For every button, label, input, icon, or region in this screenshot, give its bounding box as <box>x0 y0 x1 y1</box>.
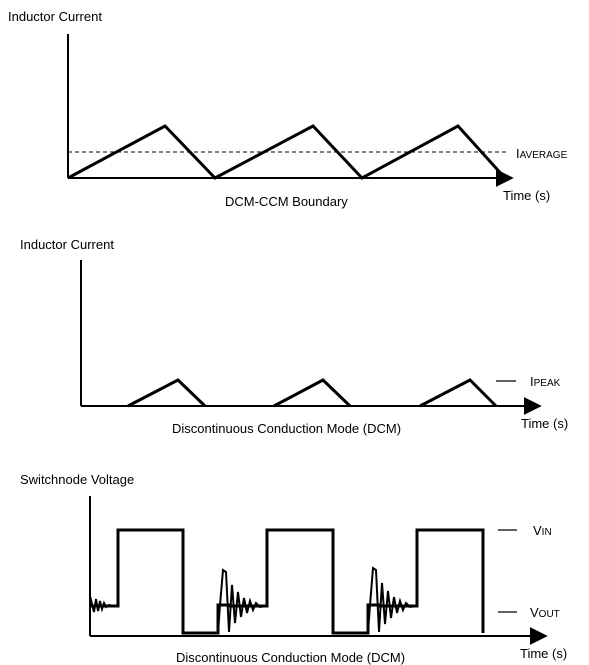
middle-x-axis-label: Time (s) <box>521 416 568 431</box>
bottom-y-axis-label: Switchnode Voltage <box>20 472 134 487</box>
middle-current-pulse-3 <box>419 378 498 408</box>
bottom-x-axis-label: Time (s) <box>520 646 567 661</box>
bottom-switchnode-waveform <box>90 528 485 635</box>
top-average-level-label: IAVERAGE <box>516 146 568 161</box>
middle-peak-label: IPEAK <box>530 374 561 389</box>
panel-dcm-ccm-boundary: Inductor Current IAVERAGE DCM-CCM Bounda… <box>8 9 568 209</box>
middle-y-axis-label: Inductor Current <box>20 237 114 252</box>
middle-current-pulse-2 <box>273 378 352 408</box>
bottom-ringing-3 <box>367 566 418 634</box>
top-caption: DCM-CCM Boundary <box>225 194 348 209</box>
bottom-vout-label: VOUT <box>530 605 560 620</box>
middle-current-pulse-1 <box>127 378 207 408</box>
middle-caption: Discontinuous Conduction Mode (DCM) <box>172 421 401 436</box>
panel-switchnode-voltage: Switchnode Voltage VIN VOUT Discontinuou… <box>20 472 567 665</box>
bottom-ringing-2 <box>217 568 268 634</box>
bottom-caption: Discontinuous Conduction Mode (DCM) <box>176 650 405 665</box>
panel-dcm-inductor-current: Inductor Current IPEAK Discontinuous Con… <box>20 237 568 436</box>
bottom-vin-label: VIN <box>533 523 552 538</box>
bottom-ringing-1 <box>89 595 118 613</box>
top-y-axis-label: Inductor Current <box>8 9 102 24</box>
top-triangle-current-waveform <box>67 124 507 180</box>
top-x-axis-label: Time (s) <box>503 188 550 203</box>
